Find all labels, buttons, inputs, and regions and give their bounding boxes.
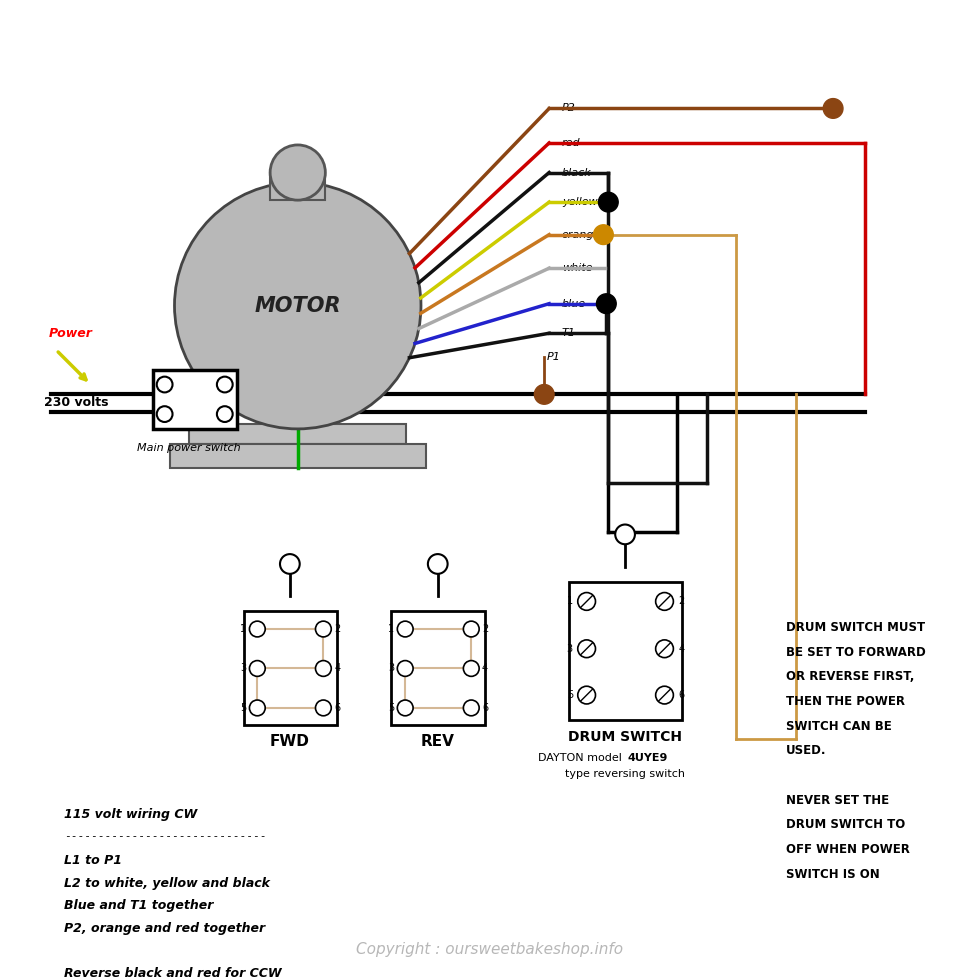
Circle shape — [250, 661, 266, 676]
Text: 6: 6 — [482, 703, 488, 712]
Text: DAYTON model: DAYTON model — [538, 754, 625, 763]
Circle shape — [397, 700, 414, 715]
Circle shape — [594, 224, 613, 245]
Text: SWITCH IS ON: SWITCH IS ON — [786, 867, 879, 881]
Circle shape — [397, 661, 414, 676]
Bar — [270, 172, 325, 200]
Circle shape — [578, 686, 596, 704]
Text: P1: P1 — [547, 352, 562, 362]
Circle shape — [578, 640, 596, 658]
Text: black: black — [562, 168, 592, 177]
Text: P2: P2 — [562, 104, 576, 114]
Circle shape — [823, 99, 843, 119]
Text: 3: 3 — [388, 663, 395, 673]
Text: SWITCH CAN BE: SWITCH CAN BE — [786, 719, 892, 733]
Circle shape — [316, 700, 331, 715]
Circle shape — [270, 145, 325, 200]
Text: USED.: USED. — [786, 745, 826, 758]
Bar — [170, 444, 426, 468]
Text: L2 to white, yellow and black: L2 to white, yellow and black — [64, 876, 270, 890]
Text: 2: 2 — [482, 624, 488, 634]
Text: DRUM SWITCH TO: DRUM SWITCH TO — [786, 818, 906, 831]
Text: 115 volt wiring CW: 115 volt wiring CW — [64, 808, 197, 821]
Text: 3: 3 — [240, 663, 247, 673]
Text: white: white — [562, 264, 593, 273]
Text: 1: 1 — [388, 624, 395, 634]
Circle shape — [599, 192, 618, 212]
Bar — [391, 612, 485, 724]
Text: THEN THE POWER: THEN THE POWER — [786, 695, 905, 709]
Circle shape — [250, 700, 266, 715]
Circle shape — [397, 621, 414, 637]
Text: Copyright : oursweetbakeshop.info: Copyright : oursweetbakeshop.info — [357, 942, 623, 956]
Text: 6: 6 — [678, 690, 684, 700]
Text: 4UYE9: 4UYE9 — [627, 754, 667, 763]
Circle shape — [428, 554, 448, 574]
Bar — [568, 582, 682, 719]
Text: 3: 3 — [566, 644, 573, 654]
Circle shape — [464, 621, 479, 637]
Text: Reverse black and red for CCW: Reverse black and red for CCW — [64, 967, 281, 980]
Text: 6: 6 — [334, 703, 340, 712]
Text: NEVER SET THE: NEVER SET THE — [786, 794, 889, 807]
Circle shape — [615, 524, 635, 544]
Text: 4: 4 — [334, 663, 340, 673]
Circle shape — [250, 621, 266, 637]
Text: 2: 2 — [334, 624, 340, 634]
Text: 2: 2 — [678, 597, 684, 607]
Text: MOTOR: MOTOR — [255, 296, 341, 316]
Text: 1: 1 — [240, 624, 247, 634]
Text: FWD: FWD — [270, 734, 310, 750]
Text: REV: REV — [420, 734, 455, 750]
Text: L1 to P1: L1 to P1 — [64, 854, 122, 867]
Circle shape — [217, 407, 232, 422]
Circle shape — [316, 661, 331, 676]
Circle shape — [464, 661, 479, 676]
Circle shape — [157, 376, 172, 392]
Circle shape — [464, 700, 479, 715]
Text: DRUM SWITCH: DRUM SWITCH — [568, 730, 682, 745]
Text: P2, orange and red together: P2, orange and red together — [64, 922, 266, 935]
Text: 4: 4 — [678, 644, 684, 654]
Text: type reversing switch: type reversing switch — [565, 769, 685, 779]
Bar — [243, 612, 337, 724]
Text: T1: T1 — [562, 328, 576, 338]
Text: blue: blue — [562, 299, 586, 309]
Text: Main power switch: Main power switch — [137, 443, 241, 453]
Text: Blue and T1 together: Blue and T1 together — [64, 900, 214, 912]
Text: OR REVERSE FIRST,: OR REVERSE FIRST, — [786, 670, 914, 683]
Bar — [153, 369, 236, 429]
Circle shape — [656, 593, 673, 611]
Text: BE SET TO FORWARD: BE SET TO FORWARD — [786, 646, 925, 659]
Circle shape — [174, 182, 421, 429]
Text: 1: 1 — [566, 597, 573, 607]
Text: red: red — [562, 138, 580, 148]
Text: 4: 4 — [482, 663, 488, 673]
Text: 5: 5 — [566, 690, 573, 700]
Circle shape — [534, 384, 554, 404]
Text: OFF WHEN POWER: OFF WHEN POWER — [786, 843, 909, 856]
Circle shape — [656, 686, 673, 704]
Text: Power: Power — [48, 326, 92, 340]
Text: 5: 5 — [240, 703, 247, 712]
Text: orange: orange — [562, 229, 601, 240]
Circle shape — [597, 294, 616, 314]
Text: 230 volts: 230 volts — [44, 396, 109, 409]
Text: yellow: yellow — [562, 197, 598, 207]
Circle shape — [217, 376, 232, 392]
Circle shape — [280, 554, 300, 574]
Circle shape — [157, 407, 172, 422]
Bar — [189, 424, 406, 444]
Circle shape — [578, 593, 596, 611]
Circle shape — [656, 640, 673, 658]
Text: ------------------------------: ------------------------------ — [64, 831, 267, 841]
Text: 5: 5 — [388, 703, 395, 712]
Text: DRUM SWITCH MUST: DRUM SWITCH MUST — [786, 621, 925, 634]
Circle shape — [316, 621, 331, 637]
